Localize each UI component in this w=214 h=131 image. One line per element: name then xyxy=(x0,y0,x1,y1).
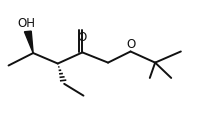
Text: OH: OH xyxy=(18,17,36,30)
Polygon shape xyxy=(24,31,33,53)
Text: O: O xyxy=(78,31,87,44)
Text: O: O xyxy=(126,38,135,51)
